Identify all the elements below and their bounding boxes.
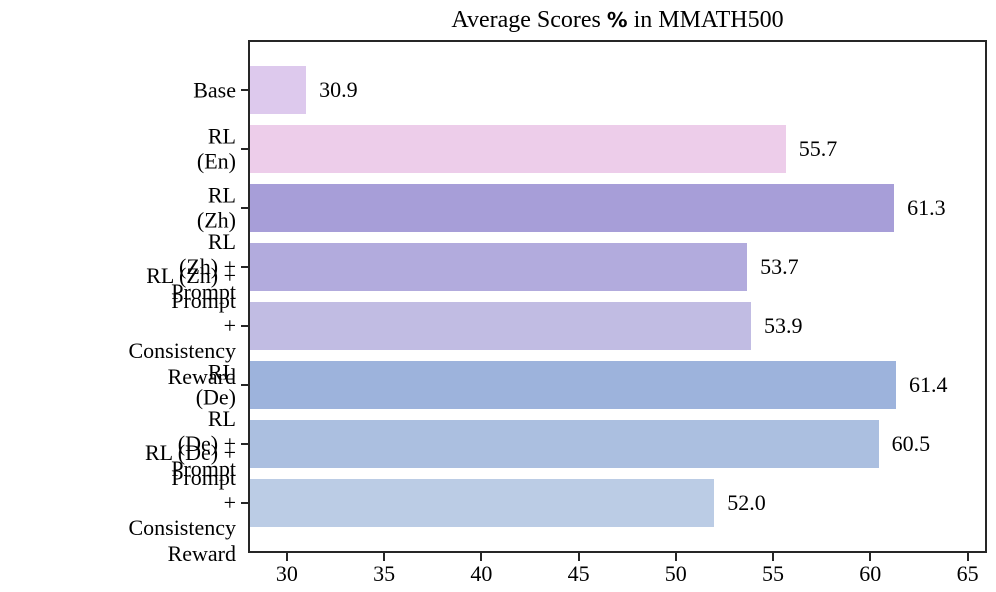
x-tick-mark — [772, 553, 775, 561]
x-tick-label: 60 — [859, 561, 882, 586]
x-tick-mark — [577, 553, 580, 561]
category-label: RL (Zh) — [196, 182, 236, 233]
y-tick-mark — [241, 501, 250, 504]
x-tick-mark — [869, 553, 872, 561]
chart-title-text: Average Scores — [451, 7, 607, 33]
bar — [250, 242, 748, 291]
value-label: 53.9 — [763, 312, 803, 338]
x-tick-mark — [674, 553, 677, 561]
category-label: RL (De) + Prompt + Consistency Reward — [128, 439, 237, 566]
x-tick-label: 35 — [373, 561, 396, 586]
x-tick-label: 55 — [762, 561, 785, 586]
bar-row: Base 30.9 — [193, 60, 985, 119]
x-tick-mark — [285, 553, 288, 561]
bar-row: RL (En) 55.7 — [197, 119, 985, 178]
x-tick-label: 40 — [470, 561, 493, 586]
category-label: RL (Zh) + Prompt + Consistency Reward — [128, 262, 237, 389]
value-label: 55.7 — [798, 135, 838, 161]
value-label: 30.9 — [319, 76, 358, 102]
x-axis: 30 35 40 45 50 55 60 65 — [248, 553, 987, 592]
value-label: 53.7 — [760, 253, 799, 279]
bar-row: RL (De) + Prompt + Consistency Reward 52.… — [128, 439, 985, 565]
y-tick-mark — [241, 442, 250, 445]
bar — [250, 183, 895, 232]
y-tick-mark — [241, 147, 250, 150]
bar — [250, 301, 751, 350]
bar-row: RL (Zh) + Prompt + Consistency Reward 53.… — [128, 262, 985, 388]
value-label: 61.4 — [908, 371, 948, 397]
chart-title: Average Scores % in MMATH500 — [248, 4, 987, 36]
category-label: RL (De) + Prompt — [171, 405, 237, 482]
value-label: 61.3 — [907, 194, 946, 220]
bar-row: RL (Zh) + Prompt 53.7 — [171, 229, 985, 305]
category-label: RL (En) — [196, 123, 236, 174]
percent-sign: % — [606, 8, 628, 32]
category-label: RL (De) — [195, 359, 236, 410]
category-label: Base — [193, 76, 236, 102]
value-label: 52.0 — [727, 489, 766, 515]
bar-row: RL (De) 61.4 — [196, 355, 985, 414]
y-tick-mark — [241, 265, 250, 268]
bar-row: RL (De) + Prompt 60.5 — [171, 406, 985, 482]
x-tick-label: 45 — [567, 561, 590, 586]
bar — [250, 478, 715, 527]
y-tick-mark — [241, 324, 250, 327]
x-tick-label: 50 — [664, 561, 687, 586]
x-tick-label: 65 — [956, 561, 979, 586]
bar-row: RL (Zh) 61.3 — [197, 178, 985, 237]
y-tick-mark — [241, 206, 250, 209]
x-tick-mark — [383, 553, 386, 561]
bar — [250, 360, 896, 409]
value-label: 60.5 — [891, 430, 931, 456]
x-tick-mark — [480, 553, 483, 561]
x-tick-mark — [966, 553, 969, 561]
bar — [250, 419, 879, 468]
bar — [250, 65, 307, 114]
bar — [250, 124, 786, 173]
x-tick-label: 30 — [275, 561, 298, 586]
y-tick-mark — [241, 383, 250, 386]
category-label: RL (Zh) + Prompt — [171, 228, 236, 305]
chart-title-suffix: in MMATH500 — [627, 7, 784, 33]
bar-rows-container: Base 30.9 RL (En) 55.7 RL (Zh) 61.3 RL (Zh) + … — [128, 42, 985, 565]
y-tick-mark — [241, 88, 250, 91]
plot-area: Base 30.9 RL (En) 55.7 RL (Zh) 61.3 RL (Zh) + … — [128, 40, 987, 565]
